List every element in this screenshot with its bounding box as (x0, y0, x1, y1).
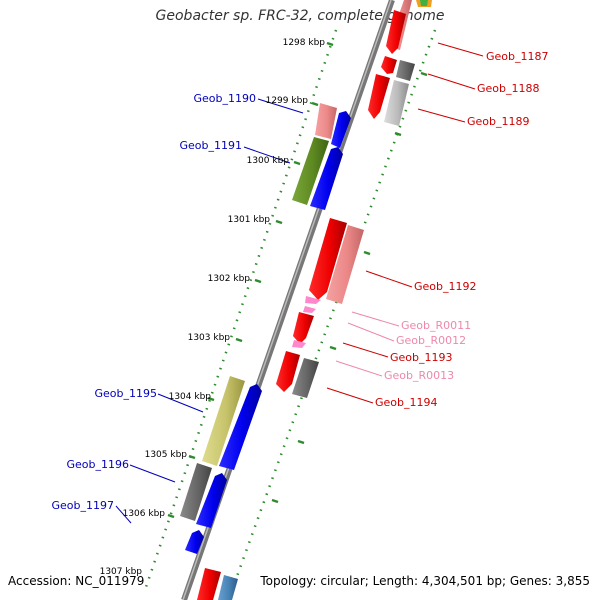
tick-mark (254, 278, 262, 284)
gene-label-R0011[interactable]: Geob_R0011 (401, 319, 471, 332)
gene-label-R0012[interactable]: Geob_R0012 (396, 334, 466, 347)
tick-label: 1303 kbp (188, 333, 231, 343)
genome-summary-text: Topology: circular; Length: 4,304,501 bp… (260, 574, 590, 588)
position-ring-outer (143, 29, 338, 591)
gene-label-1192[interactable]: Geob_1192 (414, 280, 477, 293)
leader-R0013 (335, 360, 383, 377)
tick-label: 1300 kbp (247, 156, 290, 166)
leader-1187 (437, 42, 484, 57)
rna-R0012-mark (303, 306, 316, 313)
gene-1197-arrow (185, 530, 204, 554)
gene-1196-arrow (196, 473, 227, 528)
rna-R0011-mark (305, 296, 321, 304)
gene-1195-block (202, 376, 245, 466)
tick-mark (394, 131, 402, 137)
gene-label-1194[interactable]: Geob_1194 (375, 396, 438, 409)
gene-1194-arrow (276, 351, 300, 392)
gene-1192-block (326, 225, 364, 304)
gene-1189-arrow (368, 74, 390, 119)
leader-1192 (365, 270, 413, 288)
tick-mark (420, 71, 428, 77)
leader-1188 (427, 73, 476, 90)
reverse-leaders (326, 42, 484, 404)
gene-partial-bottom (218, 575, 238, 600)
gene-label-R0013[interactable]: Geob_R0013 (384, 369, 454, 382)
gene-label-1187[interactable]: Geob_1187 (486, 50, 549, 63)
gene-1189-block (384, 80, 409, 126)
gene-1192-arrow (309, 218, 347, 300)
leader-1189 (417, 108, 466, 123)
tick-mark (311, 101, 319, 107)
leader-1191 (243, 146, 291, 164)
leader-1195 (157, 393, 204, 413)
tick-label: 1307 kbp (100, 567, 143, 577)
gene-1194-block (292, 358, 319, 398)
tick-label: 1306 kbp (123, 509, 166, 519)
tick-mark (326, 41, 334, 47)
leader-1193 (342, 342, 389, 358)
feature-partial (420, 0, 428, 6)
gene-1193-arrow (293, 312, 314, 344)
map-title: Geobacter sp. FRC-32, complete genome (155, 8, 445, 24)
gene-label-1195[interactable]: Geob_1195 (95, 387, 158, 400)
leader-1197 (115, 505, 132, 524)
position-ring-inner (230, 29, 437, 591)
tick-mark (293, 160, 301, 166)
leader-R0012 (347, 322, 395, 342)
tick-label: 1302 kbp (208, 274, 251, 284)
rna-R0013-mark (292, 340, 306, 348)
leader-1196 (129, 464, 176, 483)
tick-label: 1298 kbp (283, 38, 326, 48)
tick-mark (207, 396, 215, 402)
tick-label: 1301 kbp (228, 215, 271, 225)
tick-label: 1299 kbp (266, 96, 309, 106)
accession-text: Accession: NC_011979 (8, 574, 145, 588)
gene-1195-arrow (219, 384, 262, 470)
tick-mark (363, 250, 371, 256)
gene-1191-block (292, 137, 329, 205)
gene-partial-bottom (197, 568, 221, 600)
tick-mark (329, 345, 337, 351)
leader-1190 (257, 98, 304, 114)
gene-label-1189[interactable]: Geob_1189 (467, 115, 530, 128)
leader-R0011 (351, 311, 400, 327)
gene-1191-arrow (310, 147, 343, 210)
gene-label-1197[interactable]: Geob_1197 (52, 499, 115, 512)
gene-label-1188[interactable]: Geob_1188 (477, 82, 540, 95)
rna-leaders (335, 311, 400, 377)
leader-1194 (326, 387, 374, 404)
gene-label-1193[interactable]: Geob_1193 (390, 351, 453, 364)
tick-mark (297, 439, 305, 445)
gene-label-1191[interactable]: Geob_1191 (180, 139, 243, 152)
forward-leaders (115, 98, 304, 524)
gene-label-1190[interactable]: Geob_1190 (194, 92, 257, 105)
gene-label-1196[interactable]: Geob_1196 (67, 458, 130, 471)
gene-1190-arrow (331, 111, 351, 148)
tick-marks (167, 41, 428, 519)
tick-mark (167, 513, 175, 519)
tick-label: 1304 kbp (169, 392, 212, 402)
gene-1196-block (180, 463, 212, 521)
tick-mark (271, 498, 279, 504)
tick-mark (188, 454, 196, 460)
tick-mark (275, 219, 283, 225)
tick-label: 1305 kbp (145, 450, 188, 460)
gene-1187-arrow (386, 10, 406, 54)
gene-1190-block (315, 103, 337, 139)
gene-1188-block (396, 60, 415, 81)
gene-1188-arrow (381, 56, 397, 74)
tick-mark (235, 337, 243, 343)
